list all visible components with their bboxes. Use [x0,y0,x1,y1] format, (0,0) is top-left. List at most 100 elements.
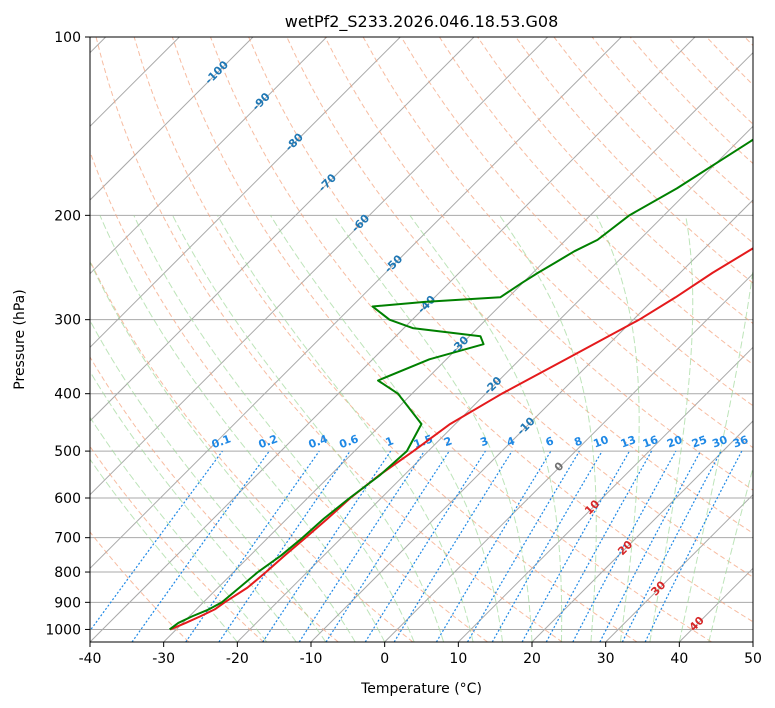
dry-adiabat-line [95,37,563,642]
y-tick-label: 600 [54,491,81,507]
mixing-ratio-line [491,450,603,642]
mixing-ratio-line [218,450,351,642]
mixing-ratio-label: 20 [665,433,684,451]
x-axis-title: Temperature (°C) [360,681,482,697]
moist-adiabat-line [270,215,504,642]
y-tick-label: 900 [54,595,81,611]
x-tick-label: -40 [79,651,102,667]
moist-adiabat-line [90,458,238,642]
dry-adiabat-line [90,356,339,642]
temperature-line [169,247,753,631]
x-tick-label: 50 [744,651,762,667]
moist-adiabat-line [90,319,327,642]
isotherm-line [90,37,549,496]
chart-title: wetPf2_S233.2026.046.18.53.G08 [285,12,559,32]
mixing-ratio-line [521,450,631,642]
y-tick-label: 500 [54,444,81,460]
mixing-ratio-line [644,450,743,642]
mixing-ratio-label: 4 [505,434,517,449]
moist-adiabat-line [90,260,356,642]
mixing-ratio-label: 16 [641,433,660,451]
dry-adiabat-line [133,37,638,642]
axes: -40 -30 -20 -10 0 10 20 30 40 5010020030040050060… [45,30,762,667]
moist-adiabat-line [217,215,474,642]
mixing-ratio-label: 6 [544,434,556,449]
isotherm-line [605,493,753,642]
isotherm-line [90,37,254,201]
dewpoint-line [168,138,753,631]
mixing-ratio-line [325,450,450,642]
dry-adiabat-line [90,531,190,642]
dry-adiabat-line [90,445,264,642]
dry-adiabat-line [248,37,753,578]
moist-adiabat-line [99,215,386,642]
dry-adiabat-line [439,37,753,366]
mixing-ratio-line [262,450,392,642]
moist-adiabat-line [409,215,563,642]
dry-adiabat-line [400,37,753,407]
mixing-ratio-label: 10 [592,433,611,451]
isotherm-line [531,420,753,642]
mixing-ratio-label: 25 [690,433,709,450]
moist-adiabat-line [90,416,268,642]
dry-adiabat-line [515,37,753,284]
series-lines [168,138,753,631]
isotherm-line [236,125,753,642]
y-axis-title: Pressure (hPa) [12,289,28,389]
dry-adiabat-line [324,37,753,491]
mixing-ratio-line [572,450,677,642]
mixing-ratio-label: 36 [731,433,750,451]
mixing-ratio-label: 13 [619,433,638,450]
moist-adiabat-line [678,265,753,642]
mixing-ratio-label: 0.6 [338,432,361,451]
mixing-ratio-label: 0.2 [257,432,280,451]
mixing-ratio-label: 1.5 [412,432,435,451]
plot-frame [89,36,754,643]
isotherm-line [90,37,622,570]
moist-adiabat-line [172,215,445,642]
mixing-ratio-line [621,450,722,642]
x-tick-label: -20 [226,651,249,667]
x-tick-label: 30 [597,651,615,667]
mixing-ratio-label: 8 [572,434,584,449]
mixing-ratio-line [185,450,320,642]
dry-adiabat-line [210,37,753,623]
moist-adiabat-line [90,370,297,642]
mixing-ratio-line [131,450,270,642]
mixing-ratio-label: 2 [442,434,454,449]
y-tick-label: 100 [54,30,81,46]
isotherm-line [90,37,401,349]
x-tick-label: -30 [152,651,175,667]
mixing-ratio-label: 30 [710,433,729,451]
isotherm-line [163,51,753,642]
moist-adiabat-line [596,215,640,642]
mixing-ratio-label: 3 [478,434,490,449]
mixing-ratio-label: 0.1 [210,432,233,451]
background-lines [90,37,753,642]
dry-adiabat-line [171,37,712,642]
isotherm-line [384,272,753,642]
x-tick-label: 40 [670,651,688,667]
y-tick-label: 800 [54,565,81,581]
plot-background [90,37,753,642]
y-tick-label: 400 [54,387,81,403]
mixing-ratio-line [90,450,223,632]
y-tick-label: 700 [54,531,81,547]
y-tick-label: 200 [54,208,81,224]
mixing-ratio-line [393,450,513,642]
x-tick-label: 20 [523,651,541,667]
mixing-ratio-label: 0.4 [307,432,330,451]
x-tick-label: 0 [380,651,389,667]
mixing-ratio-line [545,450,653,642]
mixing-ratio-line [298,450,425,642]
isotherm-line [752,641,753,642]
moist-adiabat-line [649,215,694,642]
dry-adiabat-line [90,150,488,642]
isotherm-line [457,346,753,642]
y-tick-label: 300 [54,313,81,329]
isotherm-line [90,37,475,422]
mixing-ratio-label: 1 [384,434,396,449]
y-tick-label: 1000 [45,622,81,638]
moist-adiabat-line [333,215,533,642]
